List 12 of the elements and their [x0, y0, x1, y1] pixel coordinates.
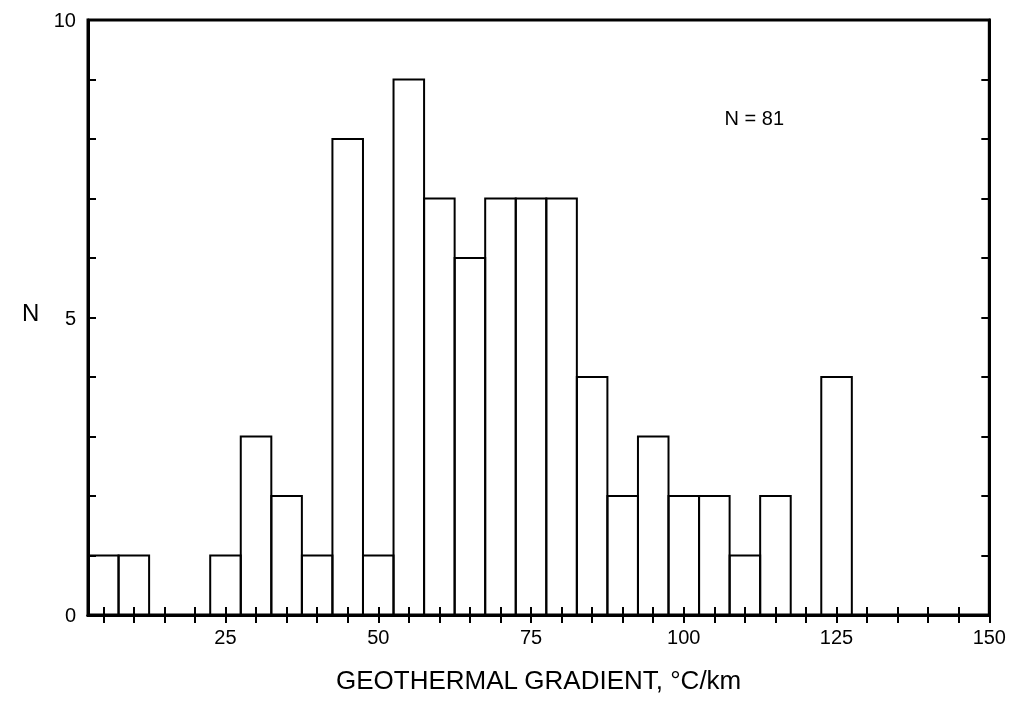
annotation: N = 81 [724, 107, 784, 129]
x-tick-label: 50 [367, 626, 390, 648]
x-tick-label: 100 [667, 626, 701, 648]
x-tick-label: 150 [972, 626, 1006, 648]
y-tick-label: 5 [64, 306, 76, 329]
x-tick-label: 75 [519, 626, 543, 648]
y-tick-label: 0 [64, 604, 76, 626]
y-axis-title: N [22, 298, 40, 326]
x-axis-title: GEOTHERMAL GRADIENT, °C/km [336, 665, 742, 695]
x-tick-label: 125 [819, 626, 854, 648]
x-tick-label: 25 [214, 626, 237, 648]
y-tick-label: 10 [53, 9, 76, 31]
